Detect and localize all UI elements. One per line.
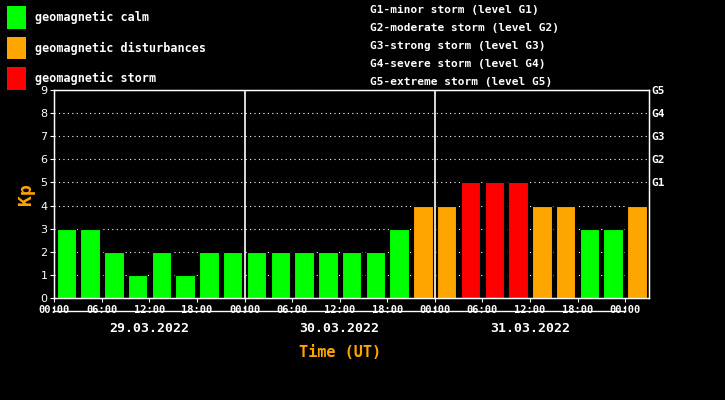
- Bar: [57, 229, 76, 298]
- Bar: [627, 206, 647, 298]
- Text: G2-moderate storm (level G2): G2-moderate storm (level G2): [370, 23, 559, 33]
- Bar: [556, 206, 576, 298]
- Bar: [461, 182, 480, 298]
- Bar: [104, 252, 123, 298]
- Bar: [318, 252, 338, 298]
- Text: G3-strong storm (level G3): G3-strong storm (level G3): [370, 41, 545, 51]
- Bar: [199, 252, 219, 298]
- Text: G4-severe storm (level G4): G4-severe storm (level G4): [370, 59, 545, 69]
- Text: Time (UT): Time (UT): [299, 345, 381, 360]
- Text: 29.03.2022: 29.03.2022: [109, 322, 189, 335]
- Bar: [532, 206, 552, 298]
- Bar: [294, 252, 314, 298]
- Bar: [580, 229, 599, 298]
- Bar: [247, 252, 266, 298]
- Bar: [80, 229, 100, 298]
- Bar: [603, 229, 623, 298]
- Text: G1-minor storm (level G1): G1-minor storm (level G1): [370, 5, 539, 16]
- Bar: [342, 252, 361, 298]
- Bar: [508, 182, 528, 298]
- Text: G5-extreme storm (level G5): G5-extreme storm (level G5): [370, 77, 552, 87]
- FancyBboxPatch shape: [7, 67, 26, 90]
- Bar: [413, 206, 433, 298]
- Bar: [128, 275, 147, 298]
- FancyBboxPatch shape: [7, 6, 26, 29]
- Bar: [437, 206, 457, 298]
- Text: 30.03.2022: 30.03.2022: [299, 322, 380, 335]
- FancyBboxPatch shape: [7, 37, 26, 59]
- Text: 31.03.2022: 31.03.2022: [490, 322, 570, 335]
- Bar: [152, 252, 171, 298]
- Text: geomagnetic disturbances: geomagnetic disturbances: [35, 42, 206, 54]
- Text: geomagnetic storm: geomagnetic storm: [35, 72, 156, 85]
- Text: geomagnetic calm: geomagnetic calm: [35, 11, 149, 24]
- Bar: [270, 252, 290, 298]
- Bar: [365, 252, 385, 298]
- Bar: [223, 252, 242, 298]
- Bar: [175, 275, 195, 298]
- Bar: [389, 229, 409, 298]
- Y-axis label: Kp: Kp: [17, 183, 35, 205]
- Bar: [484, 182, 504, 298]
